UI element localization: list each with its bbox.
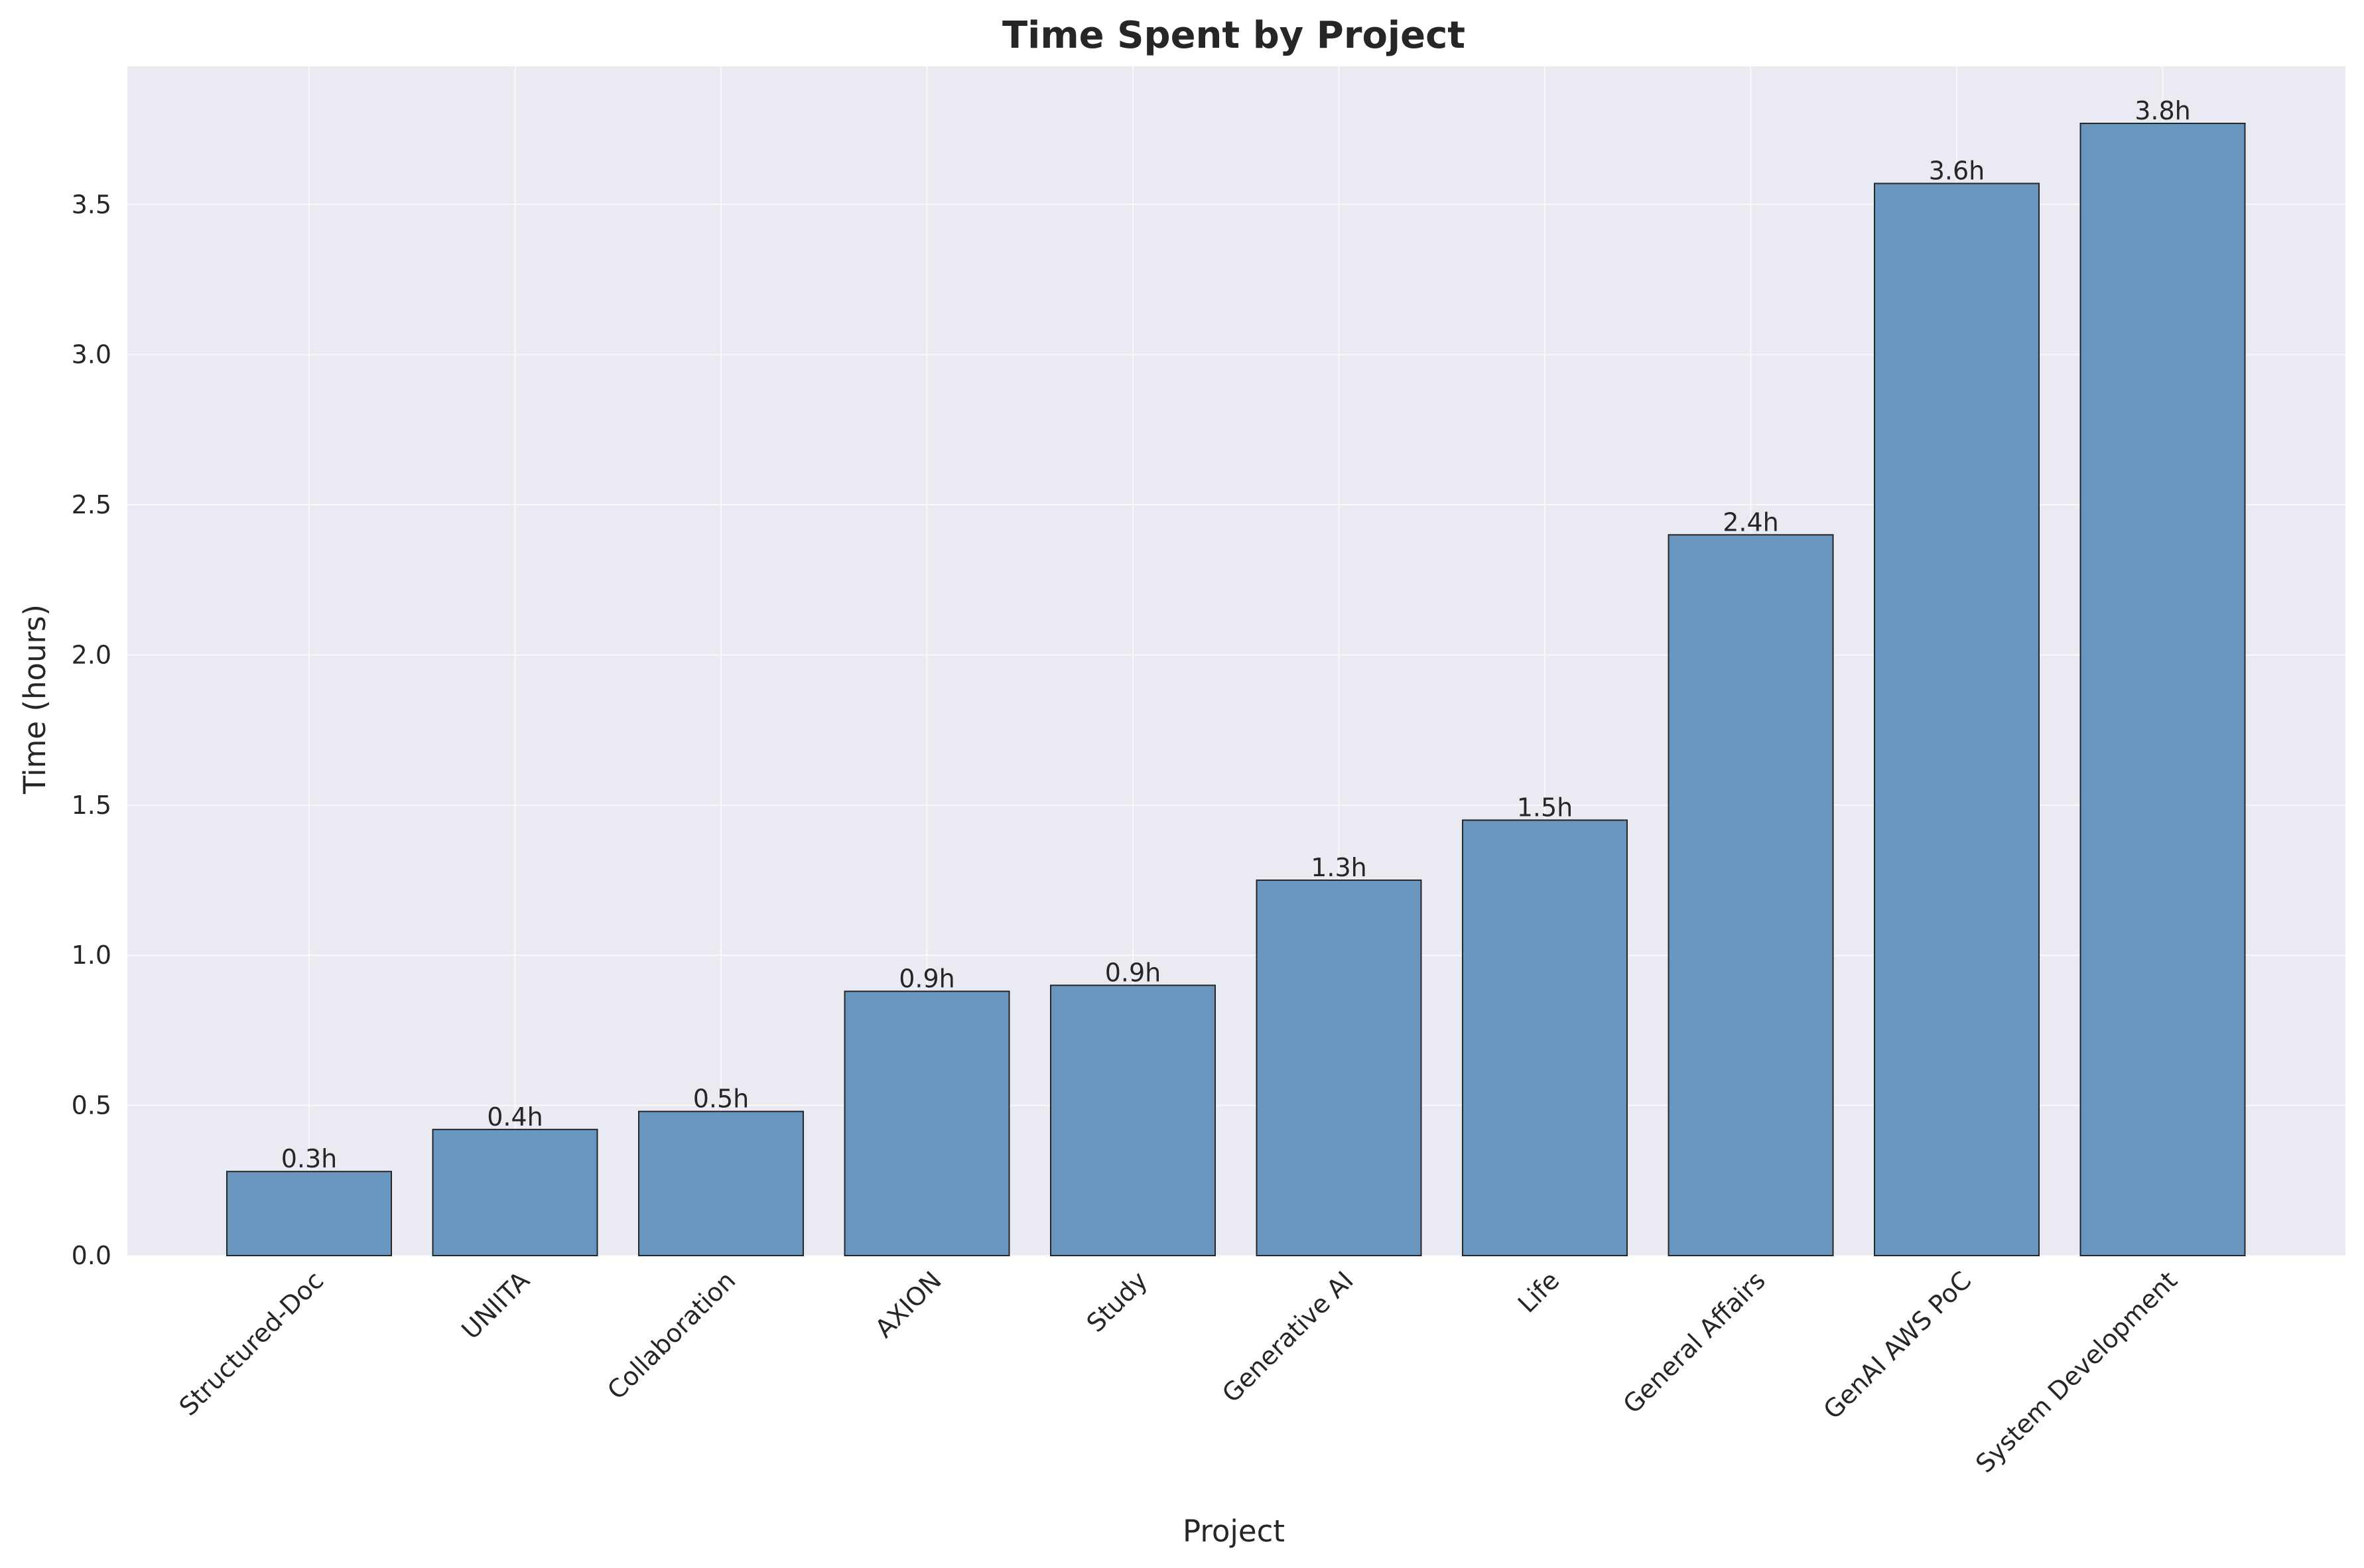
bar [432, 1128, 598, 1257]
y-axis-label: Time (hours) [17, 604, 52, 795]
bar-value-label: 0.5h [693, 1084, 750, 1114]
bar-value-label: 2.4h [1723, 507, 1779, 537]
x-axis-label: Project [1183, 1514, 1285, 1549]
bar [1256, 880, 1422, 1257]
bar [638, 1110, 804, 1256]
bar [1668, 534, 1834, 1256]
bar-value-label: 1.3h [1311, 853, 1367, 882]
y-tick-label: 0.0 [72, 1241, 111, 1270]
bar-value-label: 1.5h [1517, 793, 1573, 822]
bar-value-label: 3.8h [2134, 96, 2191, 125]
bar-value-label: 0.9h [899, 964, 955, 994]
bars [226, 123, 2246, 1257]
bar [226, 1171, 392, 1256]
y-tick-label: 2.5 [72, 490, 111, 519]
bar [1050, 984, 1216, 1256]
y-tick-label: 0.5 [72, 1091, 111, 1120]
bar [2079, 123, 2246, 1256]
bar-value-label: 3.6h [1929, 157, 1985, 186]
y-tick-label: 3.5 [72, 190, 111, 219]
y-tick-label: 1.5 [72, 791, 111, 820]
data-labels: 0.3h 0.4h 0.5h 0.9h 0.9h 1.3h 1.5h 2.4h 3.6h 3.8h [281, 96, 2191, 1173]
y-tick-label: 1.0 [72, 941, 111, 970]
bar [1462, 819, 1628, 1256]
bar-value-label: 0.9h [1105, 958, 1161, 988]
y-tick-label: 2.0 [72, 640, 111, 669]
bar-value-label: 0.4h [487, 1102, 543, 1132]
y-tick-label: 3.0 [72, 340, 111, 369]
chart-title: Time Spent by Project [1002, 14, 1465, 57]
bar [844, 990, 1010, 1256]
bar [1874, 182, 2040, 1256]
bar-value-label: 0.3h [281, 1144, 338, 1173]
